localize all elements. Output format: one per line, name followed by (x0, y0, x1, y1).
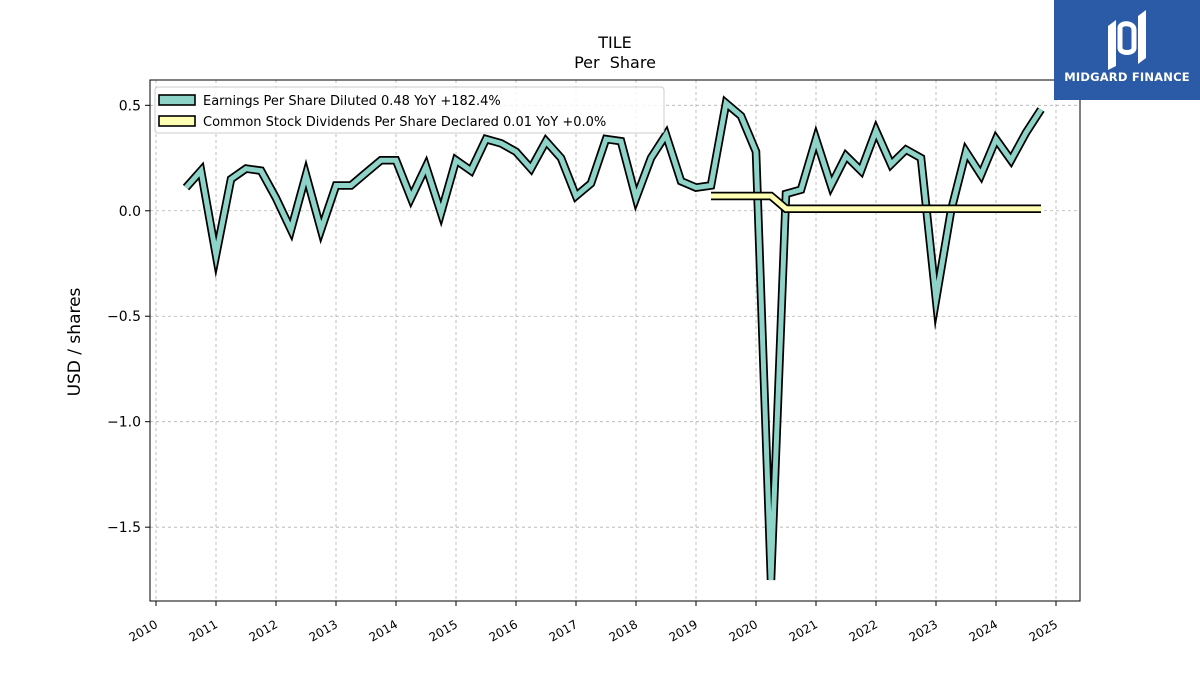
series-line-0 (184, 98, 1044, 580)
legend-box (154, 86, 665, 134)
x-tick-label: 2019 (667, 617, 700, 644)
legend-label-1: Common Stock Dividends Per Share Declare… (203, 115, 606, 130)
brand-logo: MIDGARD FINANCE (1054, 0, 1200, 100)
x-tick-label: 2013 (307, 617, 340, 644)
axis-ticks: 2010 2011 2012 2013 2014 2015 2016 2017 2018 2019… (107, 98, 1060, 644)
series-line-1 (711, 193, 1041, 212)
y-tick-label: 0.0 (119, 204, 141, 220)
grid-lines (150, 80, 1080, 601)
y-tick-label: 0.5 (119, 98, 141, 114)
x-tick-label: 2025 (1027, 617, 1060, 644)
midgard-logo-icon (1108, 10, 1146, 70)
legend-label-0: Earnings Per Share Diluted 0.48 YoY +182… (203, 94, 501, 109)
chart-title: TILE (597, 33, 632, 52)
brand-name: MIDGARD FINANCE (1064, 70, 1190, 84)
x-tick-label: 2010 (127, 617, 160, 644)
x-tick-label: 2020 (727, 617, 760, 644)
x-tick-label: 2015 (427, 617, 460, 644)
x-tick-label: 2023 (907, 617, 940, 644)
x-tick-label: 2024 (967, 617, 1000, 644)
chart-subtitle: Per Share (574, 53, 656, 72)
x-tick-label: 2016 (487, 617, 520, 644)
y-tick-label: −0.5 (107, 309, 141, 325)
x-tick-label: 2012 (247, 617, 280, 644)
plot-frame (149, 79, 1081, 602)
series-layer (182, 95, 1045, 581)
x-tick-label: 2014 (367, 617, 400, 644)
x-tick-label: 2021 (787, 617, 820, 644)
x-tick-label: 2022 (847, 617, 880, 644)
x-tick-label: 2018 (607, 617, 640, 644)
legend: Earnings Per Share Diluted 0.48 YoY +182… (154, 86, 665, 134)
legend-swatch-0 (158, 94, 196, 106)
x-tick-label: 2011 (187, 617, 220, 644)
x-tick-label: 2017 (547, 617, 580, 644)
y-tick-label: −1.0 (107, 415, 141, 431)
y-axis-label: USD / shares (65, 287, 85, 396)
legend-swatch-1 (158, 115, 196, 127)
y-tick-label: −1.5 (107, 520, 141, 536)
series-outline-0 (182, 95, 1045, 581)
